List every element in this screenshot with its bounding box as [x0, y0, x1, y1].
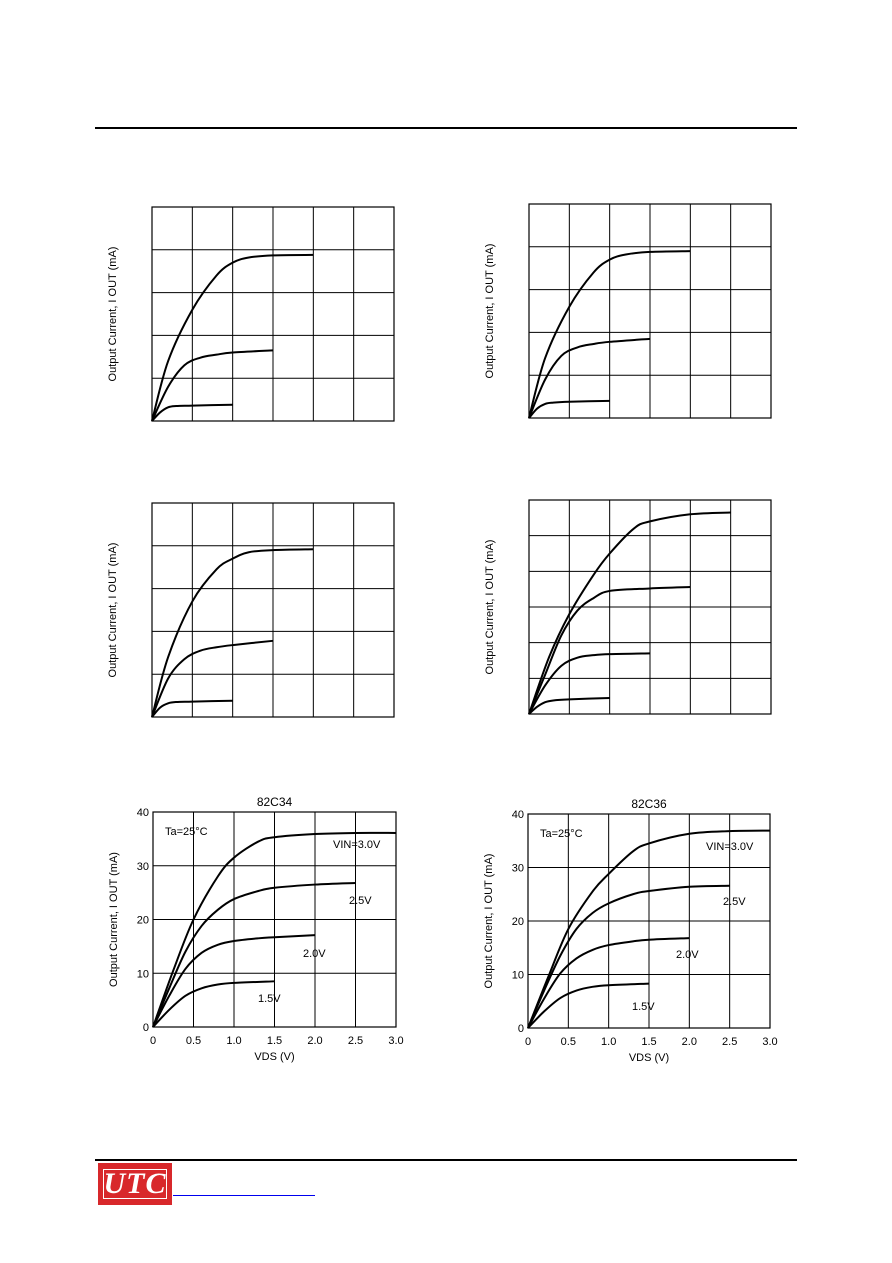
- y-tick-label: 30: [512, 863, 524, 875]
- series-line-1: [151, 548, 314, 718]
- plot-frame: [152, 811, 397, 1028]
- series-line-4: [528, 696, 610, 715]
- y-axis-label: Output Current, I OUT (mA): [107, 247, 119, 382]
- series-label-2: 2.5V: [723, 896, 746, 908]
- chart-3: Output Current, I OUT (mA): [107, 502, 395, 718]
- x-axis-label: VDS (V): [629, 1052, 669, 1064]
- y-axis-label: Output Current, I OUT (mA): [484, 540, 496, 675]
- y-tick-label: 10: [512, 970, 524, 982]
- y-tick-label: 40: [137, 807, 149, 819]
- series-label-2: 2.5V: [349, 895, 372, 907]
- footer-rule: [95, 1159, 797, 1161]
- y-axis-label: Output Current, I OUT (mA): [484, 244, 496, 379]
- annotation-temperature: Ta=25°C: [540, 828, 583, 840]
- x-tick-label: 1.5: [641, 1036, 656, 1048]
- website-link[interactable]: [173, 1195, 315, 1196]
- chart-2: Output Current, I OUT (mA): [484, 203, 772, 419]
- logo-frame: [103, 1169, 167, 1199]
- y-tick-label: 0: [518, 1023, 524, 1035]
- series-line-3: [152, 934, 316, 1028]
- series-line-2: [527, 884, 730, 1029]
- series-line-2: [151, 349, 274, 422]
- chart-title: 82C36: [631, 797, 667, 811]
- y-axis-label: Output Current, I OUT (mA): [107, 543, 119, 678]
- y-tick-label: 20: [512, 916, 524, 928]
- x-tick-label: 0.5: [561, 1036, 576, 1048]
- y-tick-label: 20: [137, 915, 149, 927]
- y-tick-label: 30: [137, 861, 149, 873]
- y-tick-label: 10: [137, 968, 149, 980]
- series-label-3: 2.0V: [303, 948, 326, 960]
- plot-frame: [151, 206, 395, 422]
- series-line-3: [151, 403, 233, 422]
- series-label-4: 1.5V: [632, 1001, 655, 1013]
- chart-6: Output Current, I OUT (mA) 0 0.5 1.0 1.5 2.0 2…: [483, 797, 778, 1064]
- series-line-1: [151, 253, 314, 422]
- plot-frame: [527, 813, 771, 1029]
- x-tick-label: 2.0: [307, 1035, 322, 1047]
- x-axis-label: VDS (V): [254, 1051, 294, 1063]
- logo-text: UTC: [103, 1167, 167, 1200]
- series-line-4: [152, 980, 275, 1028]
- series-line-2: [151, 639, 274, 718]
- series-label-3: 2.0V: [676, 949, 699, 961]
- series-line-3: [528, 399, 610, 419]
- series-line-3: [527, 937, 690, 1029]
- series-label-1: VIN=3.0V: [706, 841, 754, 853]
- x-tick-label: 0: [525, 1036, 531, 1048]
- series-line-1: [528, 511, 731, 715]
- series-line-1: [527, 829, 771, 1029]
- series-line-2: [528, 586, 691, 715]
- series-label-4: 1.5V: [258, 993, 281, 1005]
- series-line-2: [152, 881, 356, 1028]
- utc-logo: UTC: [98, 1163, 172, 1205]
- x-tick-label: 0: [150, 1035, 156, 1047]
- y-tick-label: 0: [143, 1022, 149, 1034]
- chart-4: Output Current, I OUT (mA): [484, 499, 772, 715]
- x-tick-label: 2.5: [722, 1036, 737, 1048]
- series-line-1: [528, 250, 691, 419]
- x-tick-label: 1.5: [267, 1035, 282, 1047]
- x-tick-label: 1.0: [601, 1036, 616, 1048]
- y-axis-label: Output Current, I OUT (mA): [483, 854, 495, 989]
- chart-5: Output Current, I OUT (mA) 0 0.5 1.0 1.5 2.0 2…: [108, 795, 404, 1063]
- series-line-3: [151, 699, 233, 718]
- x-tick-label: 3.0: [762, 1036, 777, 1048]
- y-axis-label: Output Current, I OUT (mA): [108, 852, 120, 987]
- x-tick-label: 2.5: [348, 1035, 363, 1047]
- x-tick-label: 0.5: [186, 1035, 201, 1047]
- plot-frame: [528, 203, 772, 419]
- series-line-2: [528, 337, 651, 419]
- plot-frame: [528, 499, 772, 715]
- series-line-3: [528, 652, 651, 715]
- series-line-4: [527, 982, 650, 1029]
- x-tick-label: 1.0: [226, 1035, 241, 1047]
- series-label-1: VIN=3.0V: [333, 839, 381, 851]
- header-rule: [95, 127, 797, 129]
- chart-1: Output Current, I OUT (mA): [107, 206, 395, 422]
- y-tick-label: 40: [512, 809, 524, 821]
- series-line-1: [152, 831, 397, 1028]
- plot-frame: [151, 502, 395, 718]
- annotation-temperature: Ta=25°C: [165, 826, 208, 838]
- x-tick-label: 3.0: [388, 1035, 403, 1047]
- x-tick-label: 2.0: [682, 1036, 697, 1048]
- chart-title: 82C34: [257, 795, 293, 809]
